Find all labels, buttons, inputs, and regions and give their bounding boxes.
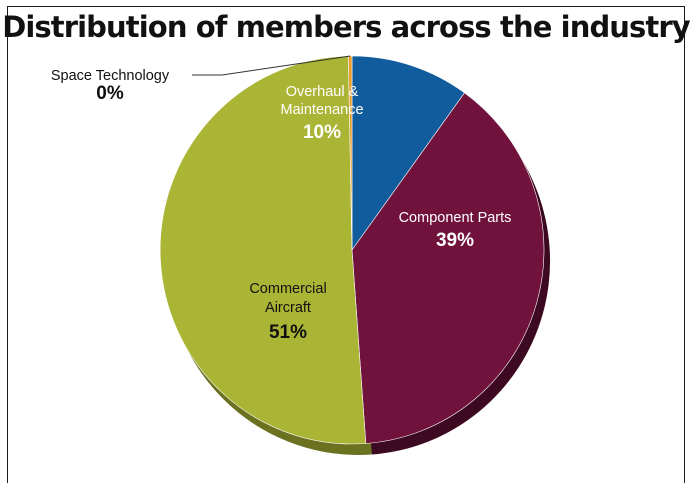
slice-value-label: 10% (303, 122, 341, 143)
pie-slice (351, 92, 545, 444)
slice-value-label: 0% (96, 83, 124, 104)
slice-label: Space Technology (51, 68, 170, 84)
chart-frame (7, 6, 685, 483)
slice-value-label: 39% (436, 230, 474, 251)
slice-value-label: 51% (269, 322, 307, 343)
leader-line (192, 55, 351, 76)
slice-label: Maintenance (280, 102, 363, 118)
slice-label: Component Parts (399, 210, 512, 226)
slice-label: Aircraft (265, 300, 311, 316)
slice-label: Overhaul & (286, 84, 359, 100)
pie-slice (351, 55, 465, 251)
chart-title: Distribution of members across the indus… (2, 10, 690, 44)
slice-label: Commercial (249, 281, 326, 297)
pie-slice (159, 55, 367, 445)
